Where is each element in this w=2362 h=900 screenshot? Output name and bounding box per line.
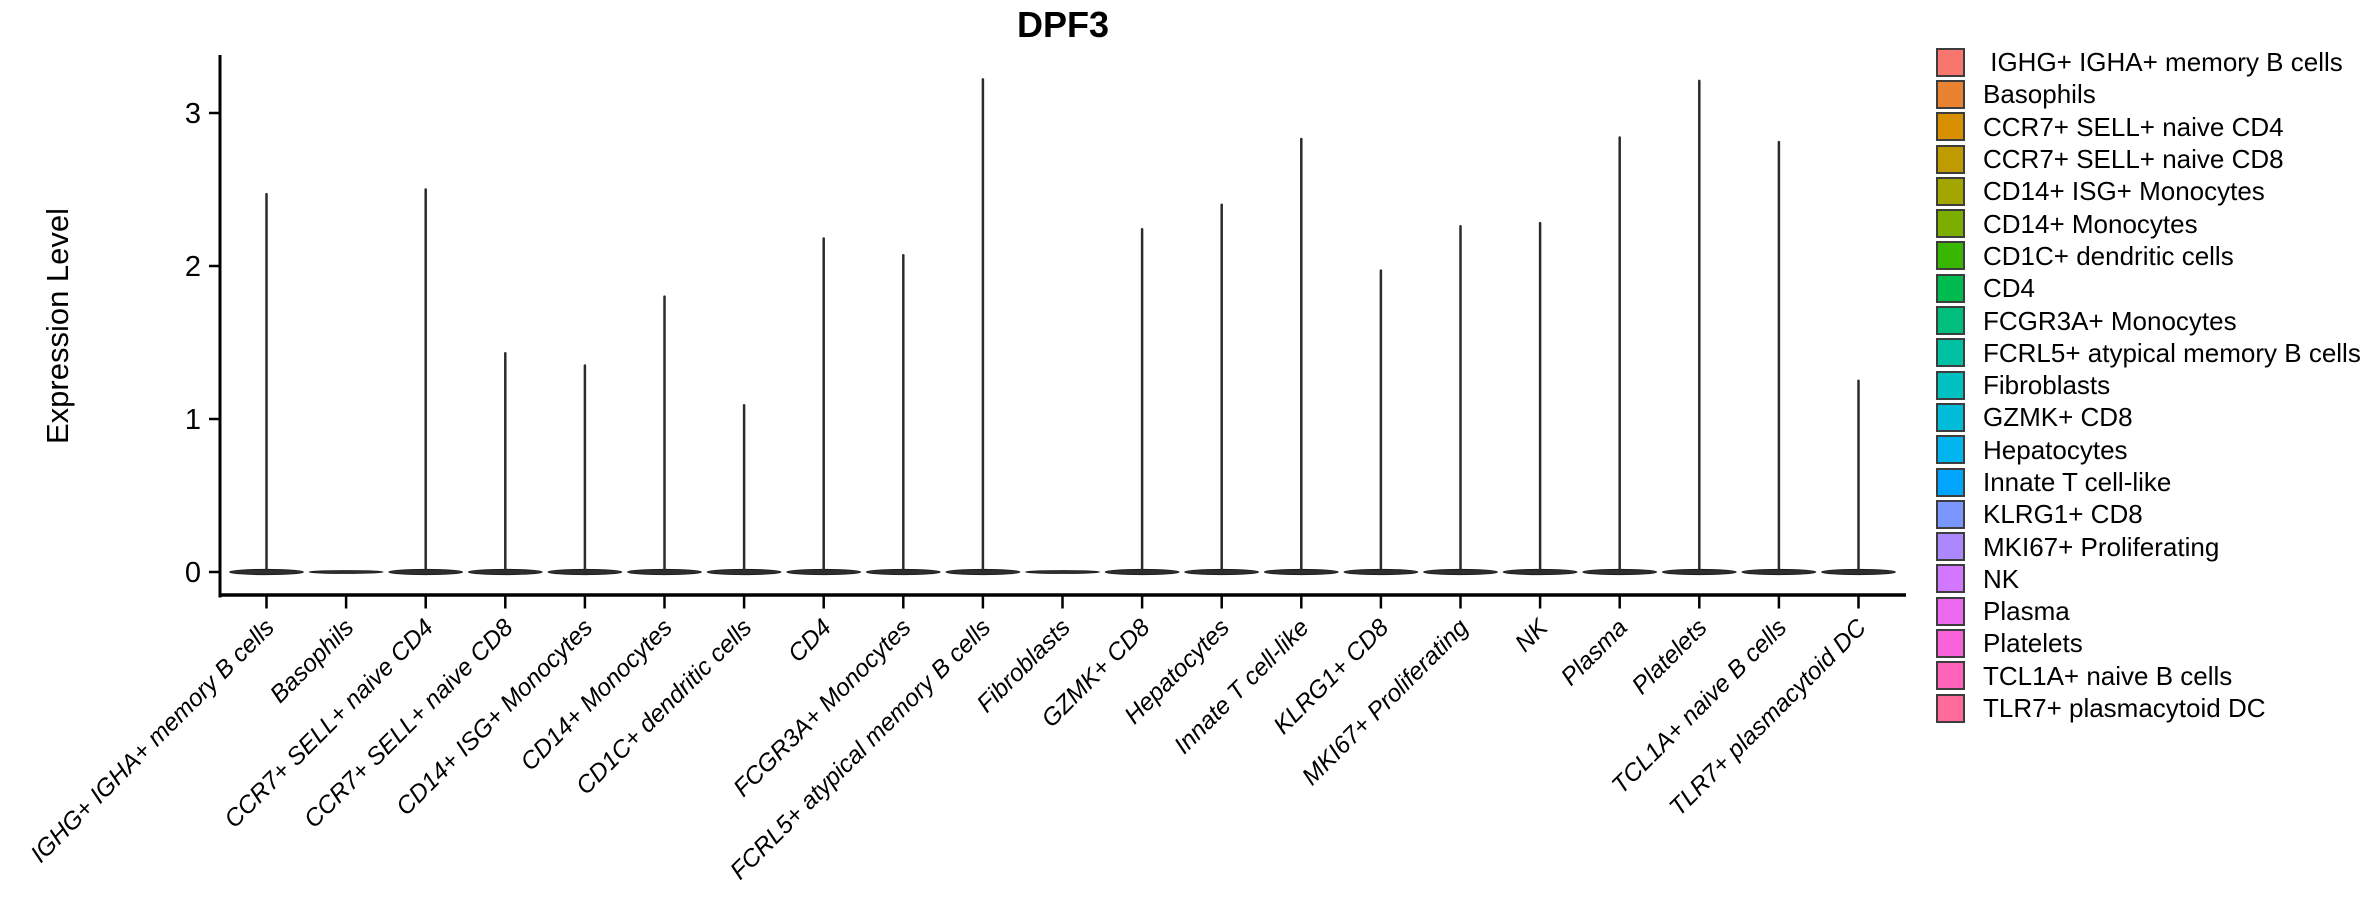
legend-swatch (1936, 628, 1965, 658)
legend-label: MKI67+ Proliferating (1983, 531, 2220, 562)
y-tick-label: 0 (185, 557, 201, 589)
legend-label: CD14+ Monocytes (1983, 208, 2198, 239)
legend-swatch (1936, 661, 1965, 691)
legend-swatch (1936, 273, 1965, 303)
legend-row: Fibroblasts (1936, 369, 2361, 401)
legend-label: CCR7+ SELL+ naive CD8 (1983, 144, 2284, 175)
legend-label: GZMK+ CD8 (1983, 402, 2133, 433)
legend-label: Plasma (1983, 596, 2070, 627)
legend-swatch (1936, 209, 1965, 239)
x-tick-label: CD4 (783, 614, 837, 668)
legend-row: FCGR3A+ Monocytes (1936, 304, 2361, 336)
plot-title: DPF3 (1016, 4, 1110, 45)
y-tick-label: 1 (185, 404, 201, 436)
x-tick-label: NK (1510, 613, 1554, 657)
legend-swatch (1936, 338, 1965, 368)
x-tick-label: CD14+ Monocytes (516, 614, 678, 776)
legend-label: NK (1983, 563, 2020, 594)
legend-row: Platelets (1936, 627, 2361, 659)
legend-label: Platelets (1983, 628, 2083, 659)
legend-label: CCR7+ SELL+ naive CD4 (1983, 111, 2284, 142)
legend-label: KLRG1+ CD8 (1983, 499, 2143, 530)
legend-swatch (1936, 564, 1965, 594)
legend-label: FCRL5+ atypical memory B cells (1983, 337, 2361, 368)
legend-row: GZMK+ CD8 (1936, 401, 2361, 433)
legend-swatch (1936, 47, 1965, 77)
legend-swatch (1936, 241, 1965, 271)
legend-label: CD4 (1983, 273, 2036, 304)
legend-row: CD14+ ISG+ Monocytes (1936, 175, 2361, 207)
legend-row: CCR7+ SELL+ naive CD8 (1936, 143, 2361, 175)
legend-row: IGHG+ IGHA+ memory B cells (1936, 46, 2361, 78)
legend-swatch (1936, 402, 1965, 432)
legend-row: MKI67+ Proliferating (1936, 530, 2361, 562)
y-tick-label: 2 (185, 251, 201, 283)
legend-label: TLR7+ plasmacytoid DC (1983, 693, 2266, 724)
legend-swatch (1936, 596, 1965, 626)
legend-label: FCGR3A+ Monocytes (1983, 305, 2237, 336)
legend-row: Basophils (1936, 78, 2361, 110)
x-tick-label: Innate T cell-like (1169, 614, 1314, 759)
legend-row: CD14+ Monocytes (1936, 207, 2361, 239)
legend-row: KLRG1+ CD8 (1936, 498, 2361, 530)
legend-label: Fibroblasts (1983, 370, 2111, 401)
legend-label: Innate T cell-like (1983, 467, 2172, 497)
legend-swatch (1936, 79, 1965, 109)
legend-label: IGHG+ IGHA+ memory B cells (1983, 47, 2343, 78)
violin-base (1025, 570, 1100, 574)
legend-swatch (1936, 467, 1965, 497)
x-tick-label: Plasma (1556, 614, 1633, 691)
y-tick-label: 3 (185, 98, 201, 130)
legend-row: TLR7+ plasmacytoid DC (1936, 692, 2361, 724)
violin-base (308, 570, 384, 574)
legend-row: Hepatocytes (1936, 434, 2361, 466)
legend-label: Basophils (1983, 79, 2096, 110)
legend-row: Innate T cell-like (1936, 466, 2361, 498)
legend-label: TCL1A+ naive B cells (1983, 660, 2233, 691)
legend-swatch (1936, 144, 1965, 174)
legend-row: TCL1A+ naive B cells (1936, 660, 2361, 692)
legend: IGHG+ IGHA+ memory B cells Basophils CCR7+… (1936, 46, 2361, 724)
legend-swatch (1936, 112, 1965, 142)
legend-swatch (1936, 435, 1965, 465)
legend-swatch (1936, 693, 1965, 723)
legend-row: CD4 (1936, 272, 2361, 304)
legend-swatch (1936, 499, 1965, 529)
legend-swatch (1936, 306, 1965, 336)
legend-label: CD1C+ dendritic cells (1983, 240, 2234, 271)
legend-swatch (1936, 370, 1965, 400)
legend-swatch (1936, 532, 1965, 562)
legend-row: NK (1936, 563, 2361, 595)
legend-row: FCRL5+ atypical memory B cells (1936, 337, 2361, 369)
legend-row: Plasma (1936, 595, 2361, 627)
legend-swatch (1936, 176, 1965, 206)
legend-label: CD14+ ISG+ Monocytes (1983, 176, 2265, 207)
legend-row: CCR7+ SELL+ naive CD4 (1936, 111, 2361, 143)
legend-row: CD1C+ dendritic cells (1936, 240, 2361, 272)
legend-label: Hepatocytes (1983, 434, 2128, 465)
